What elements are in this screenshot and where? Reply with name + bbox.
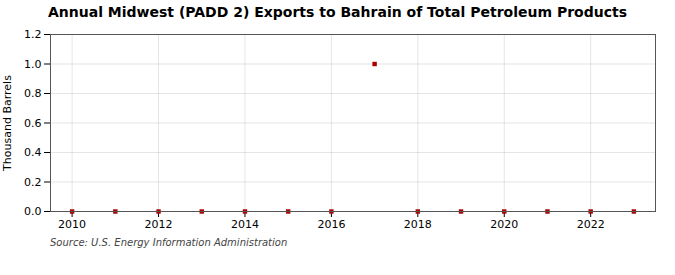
svg-text:0.4: 0.4 [24,146,42,159]
svg-text:0.6: 0.6 [24,117,42,130]
html-text:Annual Midwest (PADD 2) Export: Annual Midwest (PADD 2) Exports to Bahra… [48,4,627,20]
svg-text:2018: 2018 [404,218,432,231]
html-text:Source: U.S. Energy Informatio: Source: U.S. Energy Information Administ… [50,237,288,248]
svg-text:Thousand Barrels: Thousand Barrels [1,75,14,172]
svg-text:2012: 2012 [145,218,173,231]
svg-text:2020: 2020 [490,218,518,231]
svg-text:1.0: 1.0 [24,58,42,71]
svg-text:0.0: 0.0 [24,205,42,218]
svg-text:2022: 2022 [577,218,605,231]
svg-text:0.8: 0.8 [24,87,42,100]
svg-text:1.2: 1.2 [24,28,42,41]
svg-text:0.2: 0.2 [24,176,42,189]
svg-text:2014: 2014 [231,218,259,231]
svg-text:2016: 2016 [317,218,345,231]
svg-text:2010: 2010 [58,218,86,231]
